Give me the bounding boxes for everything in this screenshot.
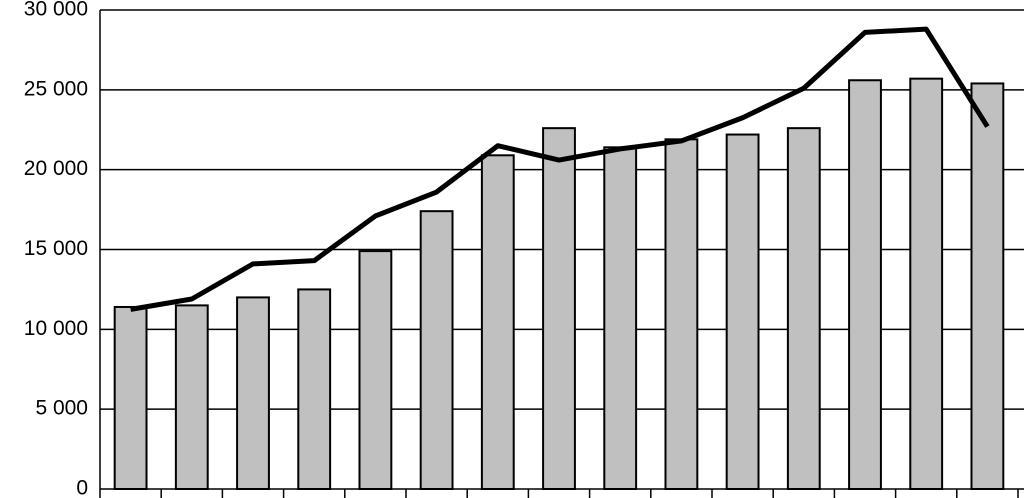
bar [603,146,638,491]
line [130,26,990,312]
bar [909,77,944,490]
y-tick-label: 0 [76,477,88,498]
bar [542,127,576,491]
bar [419,210,454,490]
bar [358,250,393,490]
bar [297,288,332,490]
y-tick-label: 5 000 [35,397,88,420]
y-tick-label: 10 000 [24,317,88,340]
y-tick-label: 15 000 [24,237,88,260]
bar [848,79,882,491]
y-tick-label: 30 000 [24,0,88,21]
bar [236,296,270,490]
bar [174,304,209,490]
bar [480,154,515,490]
y-tick-label: 25 000 [24,77,88,100]
y-tick-label: 20 000 [24,157,88,180]
bar [725,133,760,490]
bar [970,82,1005,491]
bar [786,127,821,491]
bar [113,305,148,491]
bar [664,138,699,491]
